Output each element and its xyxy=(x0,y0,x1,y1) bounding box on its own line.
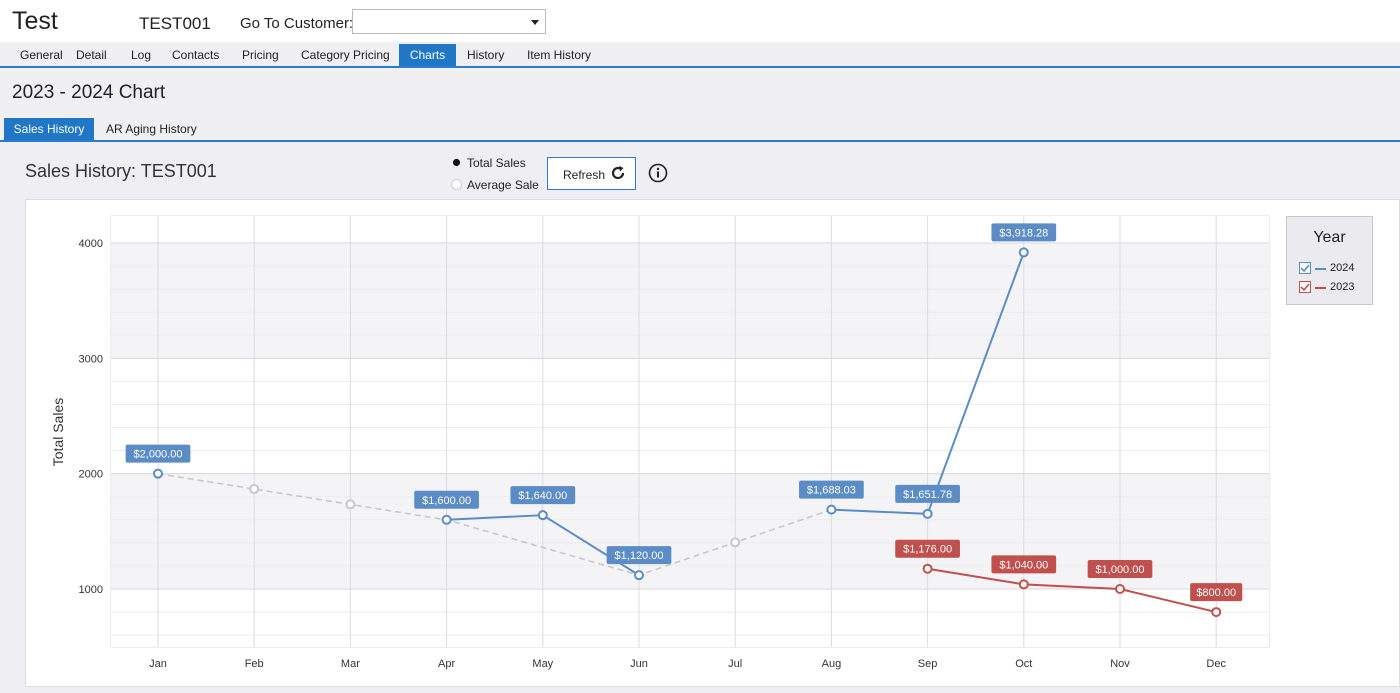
tab-pricing[interactable]: Pricing xyxy=(242,48,279,62)
legend-line-2023 xyxy=(1315,287,1326,289)
chart-legend: Year 2024 2023 xyxy=(1286,216,1373,305)
tab-general[interactable]: General xyxy=(20,48,63,62)
legend-title: Year xyxy=(1313,229,1346,246)
go-to-customer-label: Go To Customer: xyxy=(240,15,354,32)
radio-unselected-indicator xyxy=(451,179,462,190)
refresh-button[interactable]: Refresh xyxy=(547,157,636,190)
tab-log[interactable]: Log xyxy=(131,48,152,62)
refresh-icon xyxy=(609,164,627,187)
chevron-down-icon xyxy=(531,20,539,25)
main-tabs: General Detail Log Contacts Pricing Cate… xyxy=(0,44,1400,68)
legend-label-2024: 2024 xyxy=(1330,262,1355,274)
info-icon[interactable] xyxy=(648,163,668,188)
tab-item-history[interactable]: Item History xyxy=(527,48,592,62)
tab-detail[interactable]: Detail xyxy=(76,48,107,62)
radio-selected-indicator xyxy=(452,158,461,167)
sales-history-title: Sales History: TEST001 xyxy=(25,161,217,181)
app-title: Test xyxy=(12,7,58,35)
customer-code: TEST001 xyxy=(139,14,211,33)
average-sale-label: Average Sale xyxy=(467,178,539,192)
subtab-sales-history[interactable]: Sales History xyxy=(4,118,94,140)
chart-heading: 2023 - 2024 Chart xyxy=(12,82,166,103)
tab-contacts[interactable]: Contacts xyxy=(172,48,220,62)
chart-subtabs: Sales History AR Aging History xyxy=(0,118,1400,142)
legend-label-2023: 2023 xyxy=(1330,281,1355,293)
subtab-ar-aging-history[interactable]: AR Aging History xyxy=(106,122,197,136)
customer-header: Test TEST001 Go To Customer: xyxy=(0,0,1400,42)
legend-line-2024 xyxy=(1315,268,1326,270)
legend-checkbox-2024[interactable] xyxy=(1299,262,1311,274)
chart-container xyxy=(25,199,1400,687)
total-sales-label: Total Sales xyxy=(467,156,526,170)
legend-checkbox-2023[interactable] xyxy=(1299,281,1311,293)
tab-category-pricing[interactable]: Category Pricing xyxy=(301,48,390,62)
go-to-customer-select[interactable] xyxy=(352,9,546,34)
tab-history[interactable]: History xyxy=(467,48,505,62)
tab-charts[interactable]: Charts xyxy=(399,44,456,66)
refresh-button-label: Refresh xyxy=(563,168,606,182)
